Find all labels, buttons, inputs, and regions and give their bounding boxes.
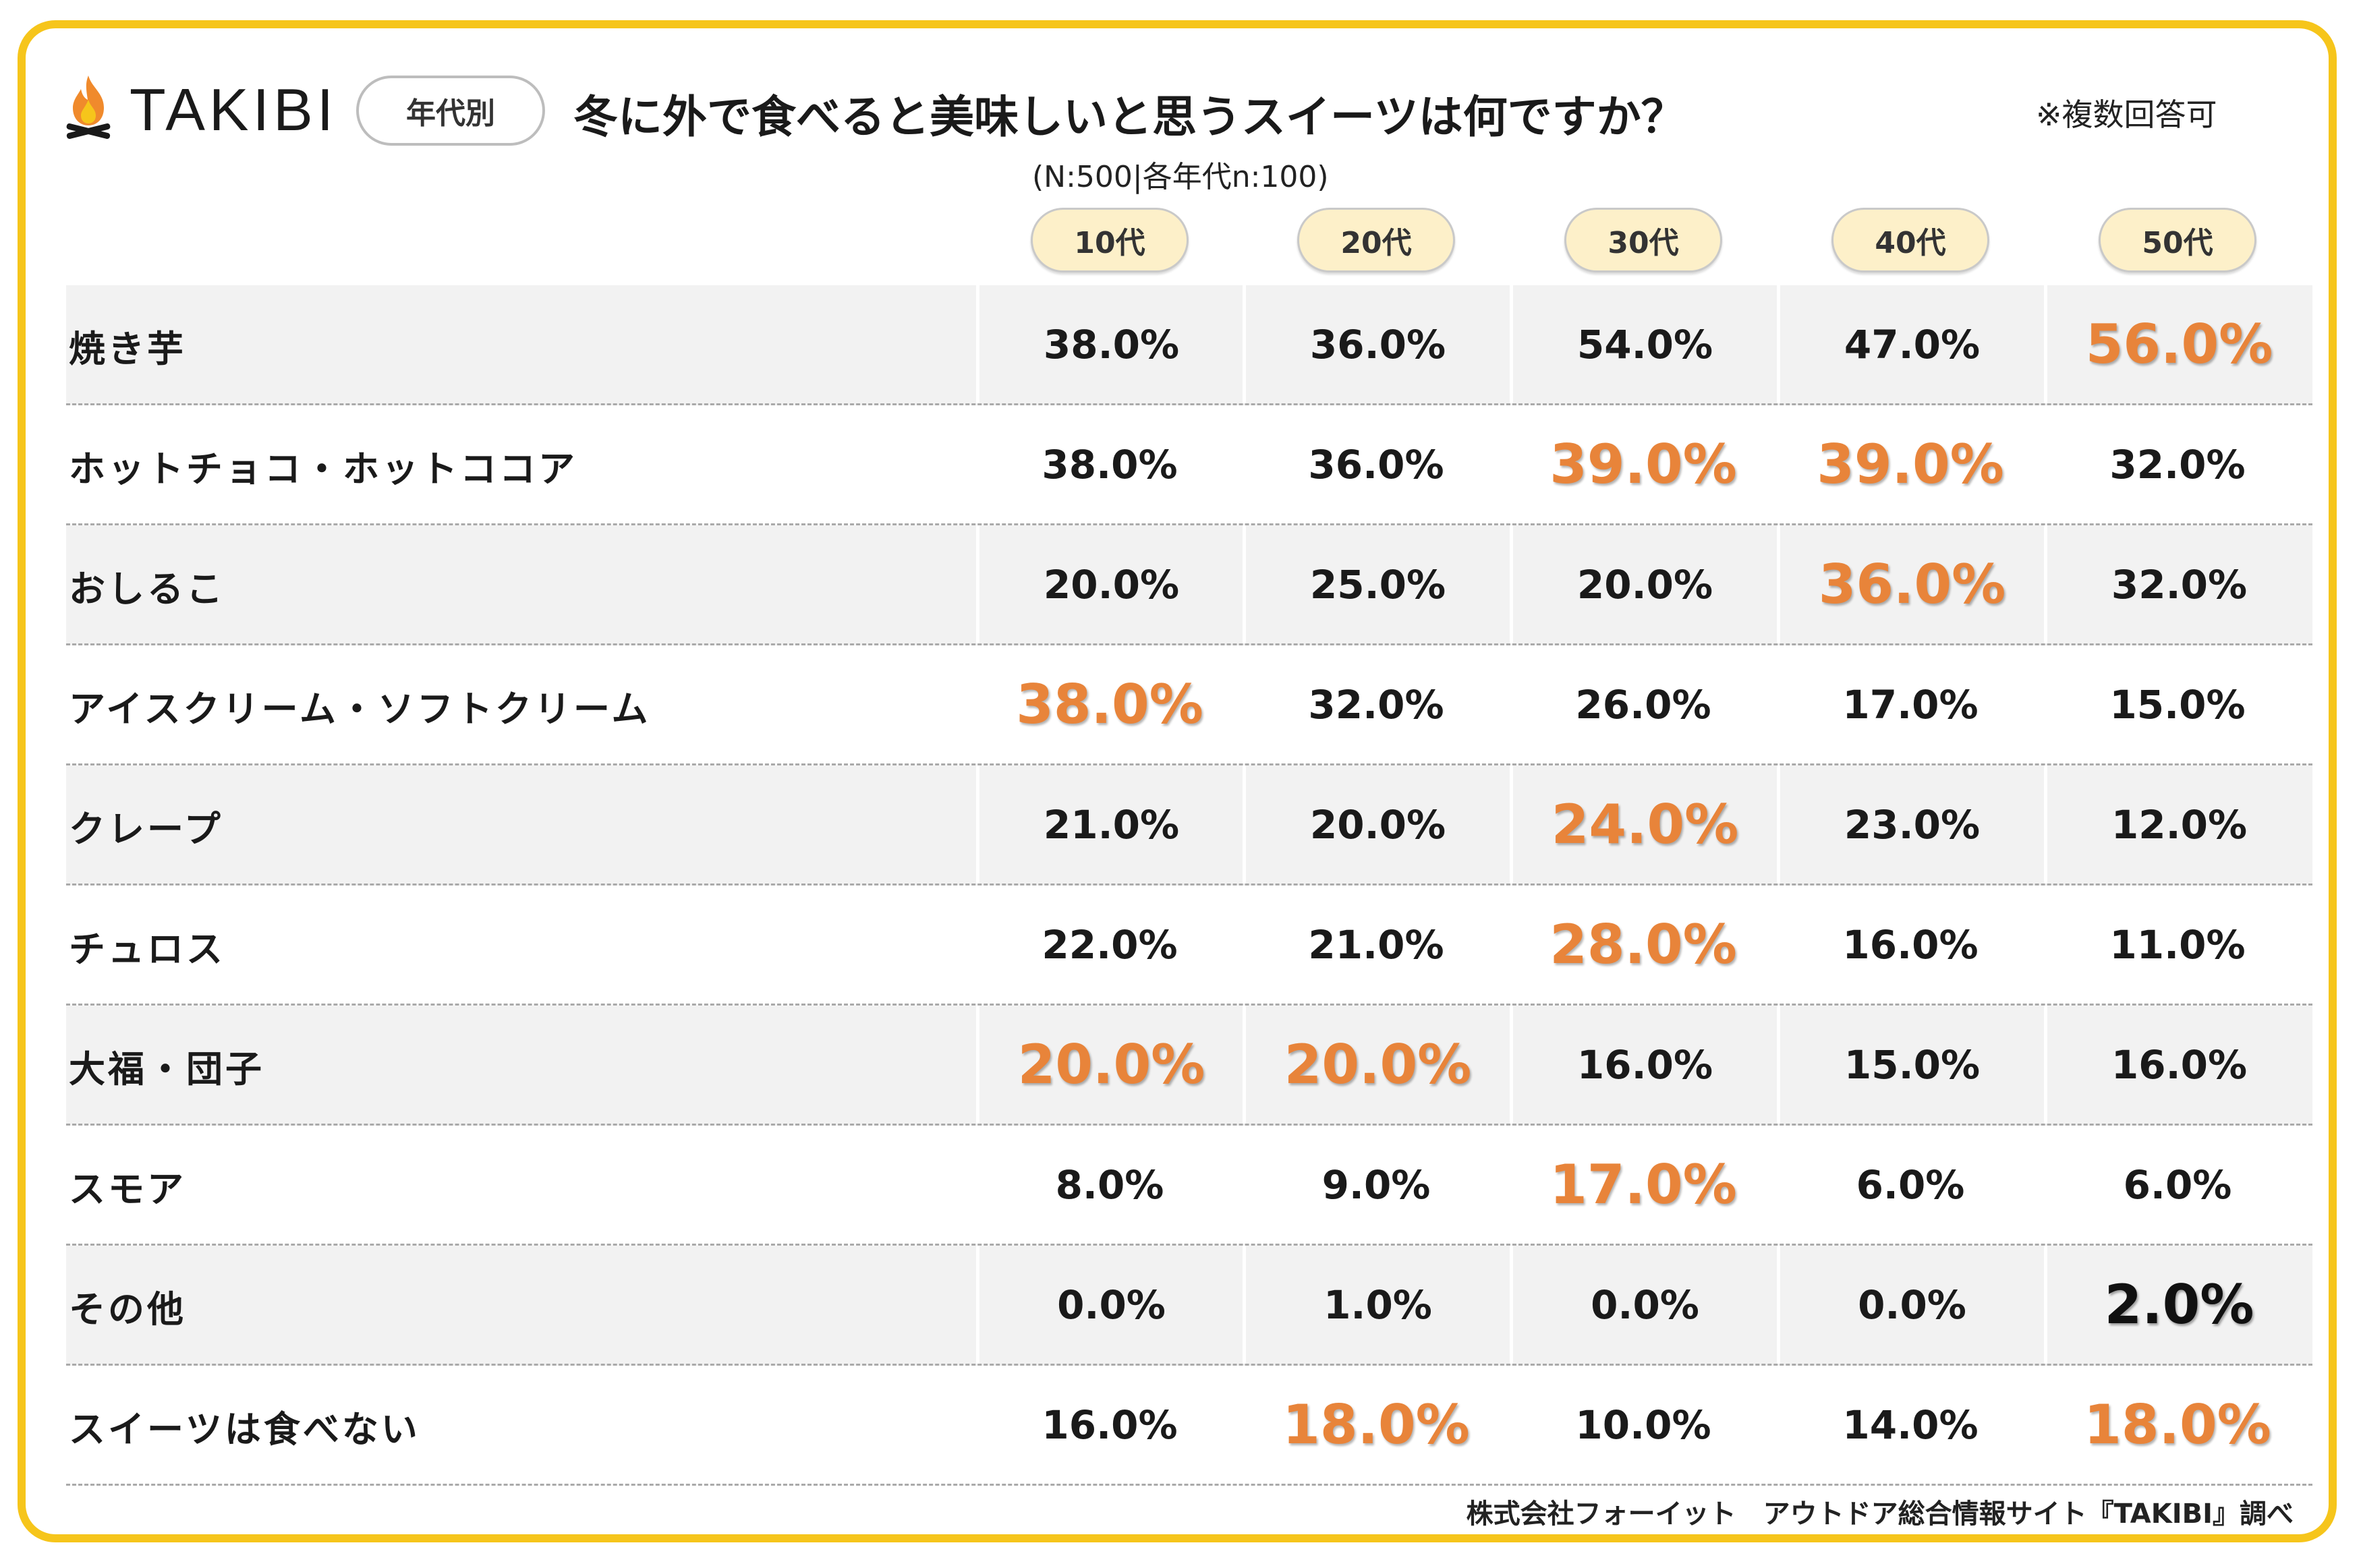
value-cell: 36.0% <box>1777 525 2044 643</box>
table-row: ホットチョコ・ホットココア 38.0% 36.0% 39.0% 39.0% 32.0% <box>66 405 2312 525</box>
multiple-answer-note: ※複数回答可 <box>2036 96 2217 133</box>
value-cell: 14.0% <box>1842 1401 1979 1448</box>
row-label: 焼き芋 <box>69 328 186 370</box>
value-cell: 15.0% <box>1777 1006 2044 1124</box>
value-cell: 28.0% <box>1549 913 1737 976</box>
table-row: スイーツは食べない 16.0% 18.0% 10.0% 14.0% 18.0% <box>66 1366 2312 1486</box>
column-header-3: 30代 <box>1564 208 1722 272</box>
row-label: おしるこ <box>69 568 225 610</box>
value-cell: 17.0% <box>1842 681 1979 728</box>
value-cell: 20.0% <box>1243 1006 1510 1124</box>
value-cell: 10.0% <box>1575 1401 1711 1448</box>
value-cell: 2.0% <box>2044 1246 2311 1364</box>
value-cell: 12.0% <box>2044 765 2311 883</box>
value-cell: 1.0% <box>1243 1246 1510 1364</box>
value-cell: 9.0% <box>1321 1161 1431 1208</box>
row-label: ホットチョコ・ホットココア <box>69 448 577 490</box>
value-cell: 54.0% <box>1510 285 1777 403</box>
row-label: スモア <box>69 1168 186 1211</box>
table-row: おしるこ 20.0% 25.0% 20.0% 36.0% 32.0% <box>66 525 2312 645</box>
value-cell: 56.0% <box>2044 285 2311 403</box>
takibi-logo: TAKIBI <box>62 73 337 147</box>
row-label: その他 <box>69 1288 186 1331</box>
value-cell: 36.0% <box>1243 285 1510 403</box>
column-header-1: 10代 <box>1031 208 1189 272</box>
row-label: チュロス <box>69 928 225 970</box>
value-cell: 21.0% <box>976 765 1243 883</box>
value-cell: 16.0% <box>1042 1401 1178 1448</box>
value-cell: 32.0% <box>1308 681 1444 728</box>
page-title: 冬に外で食べると美味しいと思うスイーツは何ですか？ <box>573 91 1686 143</box>
value-cell: 25.0% <box>1243 525 1510 643</box>
table-row: チュロス 22.0% 21.0% 28.0% 16.0% 11.0% <box>66 885 2312 1006</box>
value-cell: 0.0% <box>1510 1246 1777 1364</box>
value-cell: 21.0% <box>1308 921 1444 968</box>
value-cell: 16.0% <box>1842 921 1979 968</box>
table-row: スモア 8.0% 9.0% 17.0% 6.0% 6.0% <box>66 1126 2312 1246</box>
value-cell: 8.0% <box>1055 1161 1164 1208</box>
value-cell: 11.0% <box>2109 921 2246 968</box>
value-cell: 32.0% <box>2109 441 2246 488</box>
value-cell: 22.0% <box>1042 921 1178 968</box>
row-label: スイーツは食べない <box>69 1408 420 1451</box>
value-cell: 6.0% <box>2123 1161 2232 1208</box>
table-row: アイスクリーム・ソフトクリーム 38.0% 32.0% 26.0% 17.0% 15.0% <box>66 645 2312 765</box>
sample-size-note: (N:500|各年代n:100) <box>1032 160 1329 194</box>
column-header-5: 50代 <box>2099 208 2256 272</box>
value-cell: 26.0% <box>1575 681 1711 728</box>
value-cell: 23.0% <box>1777 765 2044 883</box>
value-cell: 18.0% <box>2084 1393 2271 1456</box>
source-credit: 株式会社フォーイット アウトドア総合情報サイト『TAKIBI』調べ <box>1466 1499 2294 1530</box>
value-cell: 38.0% <box>1016 673 1203 736</box>
table-row: 焼き芋 38.0% 36.0% 54.0% 47.0% 56.0% <box>66 285 2312 405</box>
value-cell: 36.0% <box>1308 441 1444 488</box>
value-cell: 15.0% <box>2109 681 2246 728</box>
value-cell: 17.0% <box>1549 1153 1737 1216</box>
value-cell: 6.0% <box>1856 1161 1965 1208</box>
value-cell: 39.0% <box>1817 433 2004 496</box>
column-header-2: 20代 <box>1297 208 1455 272</box>
column-header-4: 40代 <box>1831 208 1989 272</box>
value-cell: 32.0% <box>2044 525 2311 643</box>
value-cell: 18.0% <box>1282 1393 1470 1456</box>
logo-text: TAKIBI <box>130 76 338 143</box>
value-cell: 20.0% <box>976 1006 1243 1124</box>
row-label: アイスクリーム・ソフトクリーム <box>69 688 651 730</box>
value-cell: 20.0% <box>1510 525 1777 643</box>
value-cell: 20.0% <box>976 525 1243 643</box>
value-cell: 0.0% <box>976 1246 1243 1364</box>
table-row: その他 0.0% 1.0% 0.0% 0.0% 2.0% <box>66 1246 2312 1366</box>
value-cell: 38.0% <box>976 285 1243 403</box>
value-cell: 16.0% <box>2044 1006 2311 1124</box>
value-cell: 20.0% <box>1243 765 1510 883</box>
table-row: 大福・団子 20.0% 20.0% 16.0% 15.0% 16.0% <box>66 1006 2312 1126</box>
value-cell: 47.0% <box>1777 285 2044 403</box>
age-group-tag: 年代別 <box>356 76 545 146</box>
row-label: 大福・団子 <box>69 1048 264 1091</box>
value-cell: 24.0% <box>1510 765 1777 883</box>
value-cell: 38.0% <box>1042 441 1178 488</box>
campfire-icon <box>66 76 111 139</box>
value-cell: 0.0% <box>1777 1246 2044 1364</box>
value-cell: 16.0% <box>1510 1006 1777 1124</box>
table-row: クレープ 21.0% 20.0% 24.0% 23.0% 12.0% <box>66 765 2312 885</box>
row-label: クレープ <box>69 808 223 850</box>
value-cell: 39.0% <box>1549 433 1737 496</box>
